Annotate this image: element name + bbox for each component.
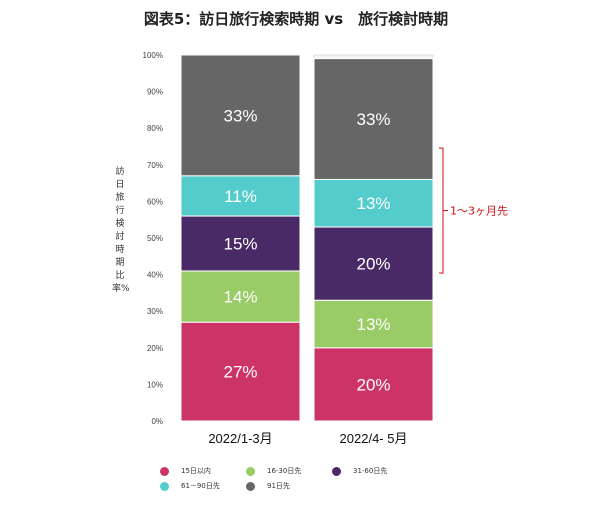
annotation: 1～3ヶ月先 (439, 147, 508, 274)
legend-item: 31-60日先 (332, 466, 387, 476)
annotation-text: 1～3ヶ月先 (450, 205, 508, 218)
y-tick-label: 30% (147, 307, 163, 316)
bar-segment (313, 226, 434, 301)
legend-item: 91日先 (246, 481, 290, 491)
data-label: 15% (223, 234, 257, 253)
y-axis-label: 訪日旅行検討時期比率% (112, 167, 130, 294)
legend-label: 91日先 (267, 482, 290, 490)
bars: 27% 14% 15% 11% 33% 20% 13% 20% 13% 33% (180, 54, 434, 422)
bar-segment (313, 299, 434, 349)
data-label: 11% (224, 187, 257, 206)
y-tick-label: 40% (147, 271, 163, 280)
legend-label: 61－90日先 (181, 482, 220, 490)
x-tick-label: 2022/1-3月 (208, 431, 272, 446)
y-tick-label: 70% (147, 161, 163, 170)
legend-swatch (246, 481, 255, 491)
x-axis: 2022/1-3月 2022/4- 5月 (208, 431, 407, 446)
bar-segment (180, 54, 301, 177)
x-tick-label: 2022/4- 5月 (340, 431, 408, 446)
legend-item: 15日以内 (160, 466, 211, 476)
y-tick-label: 100% (143, 51, 163, 60)
y-tick-label: 50% (147, 234, 163, 243)
legend-label: 16-30日先 (267, 467, 302, 475)
legend-item: 16-30日先 (246, 466, 301, 476)
y-tick-label: 90% (147, 88, 163, 97)
legend-swatch (160, 481, 169, 491)
data-label: 13% (356, 315, 390, 334)
y-tick-label: 60% (147, 197, 163, 206)
chart-title: 図表5：訪日旅行検索時期 vs 旅行検討時期 (143, 10, 449, 28)
legend-swatch (160, 466, 169, 476)
data-label: 33% (223, 106, 257, 125)
data-label: 20% (356, 375, 390, 394)
data-label: 13% (356, 194, 390, 213)
legend-label: 31-60日先 (353, 467, 388, 475)
data-label: 27% (223, 363, 257, 382)
data-label: 14% (223, 288, 257, 307)
y-tick-label: 10% (147, 380, 163, 389)
y-tick-label: 80% (147, 124, 163, 133)
data-label: 33% (356, 110, 390, 129)
y-tick-label: 0% (151, 417, 163, 426)
legend-swatch (246, 466, 255, 476)
bar-segment (313, 58, 434, 180)
legend-label: 15日以内 (181, 467, 211, 475)
y-axis: 0% 10% 20% 30% 40% 50% 60% 70% 80% 90% 100% (143, 51, 163, 426)
legend: 15日以内 16-30日先 31-60日先 61－90日先 91日先 (160, 466, 460, 496)
bar-segment (180, 321, 301, 422)
legend-swatch (332, 466, 341, 476)
annotation-bracket (439, 147, 444, 274)
bar-segment (313, 347, 434, 422)
data-label: 20% (356, 255, 390, 274)
y-tick-label: 20% (147, 344, 163, 353)
legend-item: 61－90日先 (160, 481, 220, 491)
bar-segment (313, 178, 434, 228)
